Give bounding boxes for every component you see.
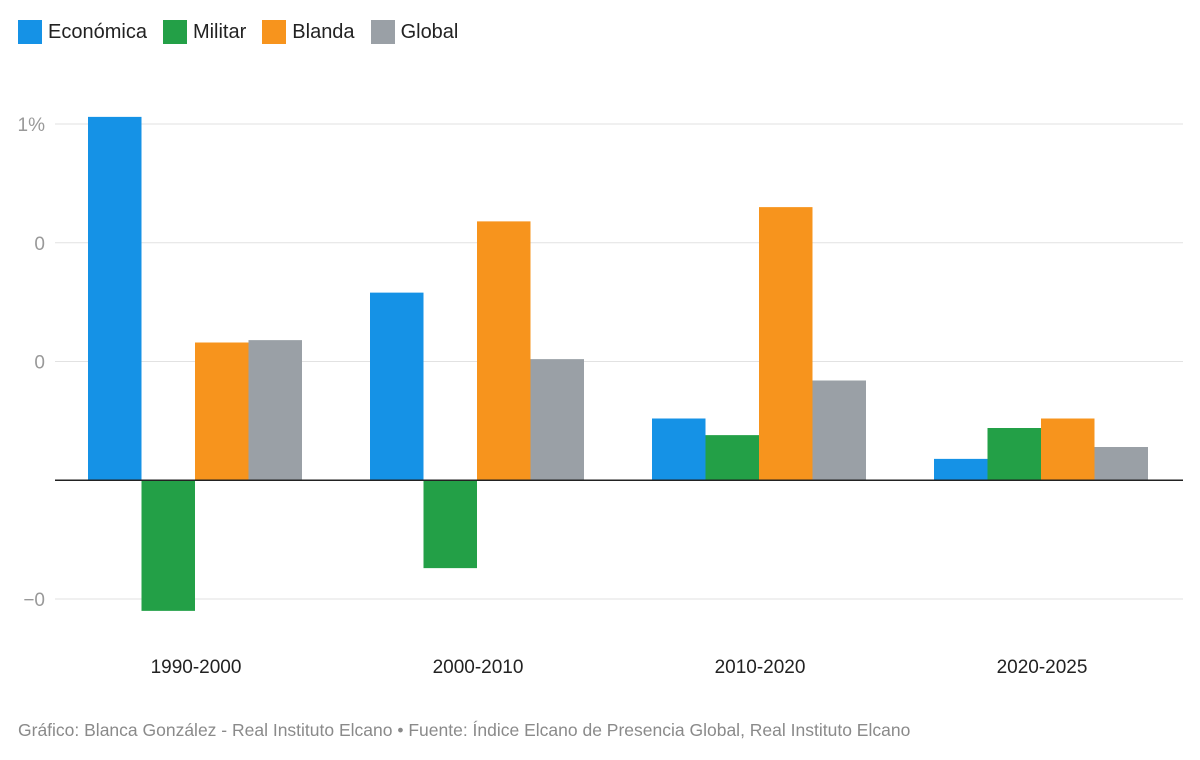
- bar-chart: 1% 0 0 −0 1990-2000 2000-2010 2010-2020 2020-20…: [18, 115, 1183, 678]
- y-tick-label: −0: [23, 590, 45, 611]
- x-category-label: 1990-2000: [151, 657, 242, 678]
- bar-economica-1990-2000: [88, 116, 142, 481]
- bar-global-2010-2020: [812, 380, 866, 481]
- bar-blanda-2000-2010: [477, 221, 531, 481]
- y-tick-label: 0: [34, 234, 45, 255]
- bar-militar-2000-2010: [423, 480, 477, 569]
- legend-label-global: Global: [400, 20, 459, 43]
- legend-item-blanda[interactable]: Blanda: [262, 20, 355, 44]
- legend-item-economica[interactable]: Económica: [18, 20, 147, 44]
- legend-swatch-economica: [18, 20, 42, 44]
- bar-blanda-2010-2020: [759, 207, 813, 481]
- legend-item-global[interactable]: Global: [370, 20, 459, 44]
- chart-source-footer: Gráfico: Blanca González - Real Institut…: [18, 720, 911, 740]
- bar-militar-1990-2000: [141, 480, 195, 611]
- x-category-label: 2010-2020: [715, 657, 806, 678]
- bar-global-1990-2000: [248, 340, 302, 481]
- bar-economica-2020-2025: [934, 458, 988, 481]
- bar-militar-2010-2020: [705, 435, 759, 481]
- legend-label-blanda: Blanda: [292, 20, 355, 43]
- legend-item-militar[interactable]: Militar: [162, 20, 247, 44]
- bar-global-2020-2025: [1094, 447, 1148, 481]
- bar-global-2000-2010: [530, 359, 584, 481]
- chart-legend: Económica Militar Blanda Global: [18, 20, 474, 44]
- legend-swatch-blanda: [262, 20, 287, 44]
- legend-label-economica: Económica: [48, 20, 147, 43]
- legend-label-militar: Militar: [192, 20, 247, 43]
- bar-economica-2000-2010: [370, 292, 424, 481]
- bar-blanda-1990-2000: [195, 342, 249, 481]
- bar-militar-2020-2025: [987, 428, 1041, 481]
- bar-economica-2010-2020: [652, 418, 706, 481]
- legend-swatch-militar: [162, 20, 187, 44]
- bar-blanda-2020-2025: [1041, 418, 1095, 481]
- y-tick-label: 0: [34, 353, 45, 374]
- legend-swatch-global: [370, 20, 395, 44]
- x-category-label: 2020-2025: [997, 657, 1088, 678]
- y-tick-label: 1%: [18, 115, 46, 136]
- x-category-label: 2000-2010: [433, 657, 524, 678]
